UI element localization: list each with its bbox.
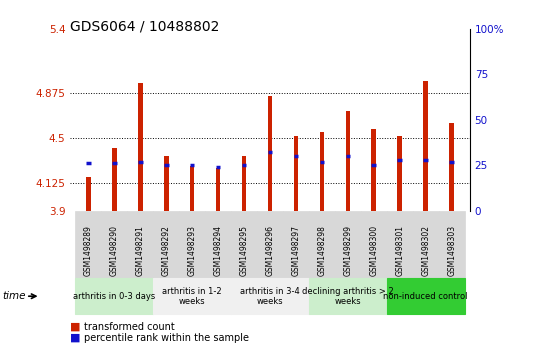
Bar — [449, 123, 454, 211]
Text: GSM1498302: GSM1498302 — [421, 225, 430, 276]
Text: GSM1498298: GSM1498298 — [318, 225, 326, 276]
Bar — [86, 177, 91, 211]
Text: percentile rank within the sample: percentile rank within the sample — [84, 333, 249, 343]
Text: declining arthritis > 2
weeks: declining arthritis > 2 weeks — [302, 286, 394, 306]
Bar — [164, 156, 168, 211]
Text: GSM1498300: GSM1498300 — [369, 225, 379, 276]
Text: GSM1498296: GSM1498296 — [266, 225, 274, 276]
Text: time: time — [3, 291, 26, 301]
Text: GSM1498293: GSM1498293 — [188, 225, 197, 276]
Text: GSM1498295: GSM1498295 — [240, 225, 248, 276]
Text: GSM1498290: GSM1498290 — [110, 225, 119, 276]
Bar — [397, 135, 402, 211]
Bar — [346, 111, 350, 211]
Bar — [216, 168, 220, 211]
Text: GSM1498297: GSM1498297 — [292, 225, 300, 276]
Text: GSM1498301: GSM1498301 — [395, 225, 404, 276]
Text: non-induced control: non-induced control — [383, 292, 468, 301]
Text: GSM1498303: GSM1498303 — [447, 225, 456, 276]
Bar — [320, 132, 324, 211]
Bar — [190, 166, 194, 211]
Text: GSM1498292: GSM1498292 — [161, 225, 171, 276]
Bar — [372, 130, 376, 211]
Bar — [268, 95, 272, 211]
Text: arthritis in 0-3 days: arthritis in 0-3 days — [73, 292, 156, 301]
Text: ■: ■ — [70, 333, 80, 343]
Bar — [138, 83, 143, 211]
Text: GSM1498294: GSM1498294 — [214, 225, 222, 276]
Bar — [112, 148, 117, 211]
Text: GSM1498289: GSM1498289 — [84, 225, 93, 276]
Text: GDS6064 / 10488802: GDS6064 / 10488802 — [70, 20, 220, 34]
Bar — [242, 156, 246, 211]
Text: ■: ■ — [70, 322, 80, 332]
Text: GSM1498299: GSM1498299 — [343, 225, 352, 276]
Text: arthritis in 3-4
weeks: arthritis in 3-4 weeks — [240, 286, 300, 306]
Text: GSM1498291: GSM1498291 — [136, 225, 145, 276]
Text: arthritis in 1-2
weeks: arthritis in 1-2 weeks — [163, 286, 222, 306]
Bar — [423, 81, 428, 211]
Bar — [294, 135, 298, 211]
Text: transformed count: transformed count — [84, 322, 174, 332]
